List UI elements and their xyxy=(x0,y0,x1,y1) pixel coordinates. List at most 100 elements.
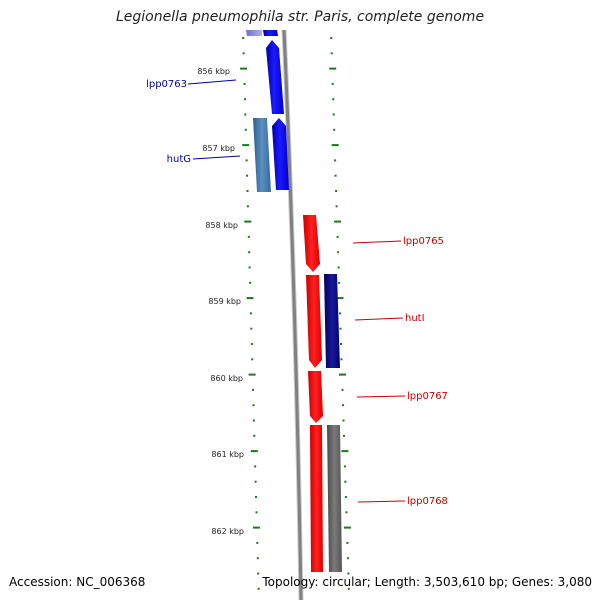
left-track-tick xyxy=(257,587,260,590)
gene-lpp0768-red xyxy=(310,425,323,572)
gene-label-lpp0768: lpp0768 xyxy=(407,496,448,507)
tick-label-859: 859 kbp xyxy=(208,297,241,306)
right-track-tick xyxy=(333,128,336,131)
left-track-tick xyxy=(246,205,249,208)
forward-strand-genes xyxy=(246,30,289,192)
right-track-tick xyxy=(334,174,337,177)
gene-top-partial-lavender xyxy=(246,30,262,36)
right-track-tick xyxy=(344,480,347,483)
right-track-tick xyxy=(337,266,340,269)
right-track-tick xyxy=(342,419,345,422)
right-track-tick xyxy=(339,312,341,315)
gene-lpp0765 xyxy=(303,215,320,272)
right-track-tick xyxy=(343,465,346,468)
gene-label-hutG: hutG xyxy=(167,154,191,165)
left-track-tick xyxy=(249,281,252,284)
left-track-tick xyxy=(250,327,253,330)
left-track-tick xyxy=(242,144,250,147)
right-track-tick xyxy=(329,67,337,70)
right-track-tick xyxy=(346,557,349,560)
right-track-tick xyxy=(332,113,335,116)
right-track-tick xyxy=(331,82,334,85)
genome-backbone-core xyxy=(282,29,303,600)
left-track-tick xyxy=(251,358,254,361)
left-track-tick xyxy=(254,480,257,483)
left-track-tick xyxy=(247,235,250,238)
left-track-tick xyxy=(248,251,251,254)
left-track-tick xyxy=(250,343,253,345)
right-track-tick xyxy=(334,220,342,223)
right-track-tick xyxy=(340,358,343,361)
leader-lpp0765 xyxy=(352,240,402,244)
left-track-tick xyxy=(257,572,260,575)
gene-lpp0767 xyxy=(308,371,323,423)
right-track-tick xyxy=(347,587,350,590)
gene-label-lpp0763: lpp0763 xyxy=(146,79,187,90)
right-track-tick xyxy=(334,159,337,162)
gene-hutG xyxy=(253,118,271,192)
right-track-tick xyxy=(345,511,348,514)
gene-top-partial-blue xyxy=(263,30,278,36)
gene-lpp0763 xyxy=(266,40,284,114)
right-track-tick xyxy=(338,281,341,284)
topology-text: Topology: circular; Length: 3,503,610 bp… xyxy=(262,575,592,589)
right-track-tick xyxy=(335,205,338,208)
left-track-tick xyxy=(256,557,259,560)
right-track-tick xyxy=(336,297,344,300)
tick-label-856: 856 kbp xyxy=(197,67,230,76)
left-track-tick xyxy=(243,98,246,101)
left-track-tick xyxy=(252,526,260,529)
left-track-tick xyxy=(248,266,251,269)
left-track-tick xyxy=(250,450,258,453)
gene-label-lpp0767: lpp0767 xyxy=(407,391,448,402)
right-track-tick xyxy=(342,404,344,407)
left-track-tick xyxy=(245,159,248,162)
gene-lpp0764-arrow xyxy=(272,118,289,190)
left-track-tick xyxy=(256,541,259,544)
right-track-tick xyxy=(346,541,349,544)
right-track-tick xyxy=(341,450,349,453)
gene-label-hutI: hutI xyxy=(405,313,425,324)
right-track-tick xyxy=(343,434,345,437)
right-track-tick xyxy=(336,235,339,238)
left-track-tick xyxy=(244,128,247,131)
gene-labels: lpp0763 hutG lpp0765 hutI lpp0767 lpp076… xyxy=(146,79,448,507)
left-track-tick xyxy=(242,37,245,39)
right-track-tick xyxy=(341,388,344,391)
accession-text: Accession: NC_006368 xyxy=(9,575,146,589)
left-track-tick xyxy=(242,52,245,55)
left-track-tick xyxy=(246,174,249,177)
left-track-tick xyxy=(255,511,258,514)
tick-label-857: 857 kbp xyxy=(202,144,235,153)
left-track-tick xyxy=(252,419,255,422)
reverse-strand-genes xyxy=(303,215,342,572)
right-track-tick xyxy=(344,496,347,498)
leader-lpp0763 xyxy=(187,79,237,85)
left-track-tick xyxy=(249,312,252,315)
right-track-tick xyxy=(339,373,346,376)
tick-label-858: 858 kbp xyxy=(205,221,238,230)
left-track-tick xyxy=(244,220,252,223)
genome-title: Legionella pneumophila str. Paris, compl… xyxy=(115,9,485,25)
left-track-tick xyxy=(246,297,254,300)
left-track-tick xyxy=(252,404,255,407)
right-track-tick xyxy=(347,572,350,575)
tick-label-860: 860 kbp xyxy=(210,374,243,383)
left-track-tick xyxy=(255,496,257,498)
left-track-tick xyxy=(244,113,247,116)
left-track-tick xyxy=(254,465,257,468)
leader-lpp0767 xyxy=(356,395,406,398)
left-track-tick xyxy=(240,67,248,70)
tick-label-862: 862 kbp xyxy=(211,527,244,536)
left-track-tick xyxy=(248,373,256,376)
gene-label-lpp0765: lpp0765 xyxy=(403,236,444,247)
leader-hutG xyxy=(192,155,241,160)
left-track-tick xyxy=(253,434,256,437)
leader-lpp0768 xyxy=(357,500,406,503)
left-track-tick xyxy=(252,388,254,391)
left-track-tick xyxy=(243,82,246,85)
right-track-tick xyxy=(340,343,342,345)
right-track-tick xyxy=(332,98,335,101)
tick-label-861: 861 kbp xyxy=(211,450,244,459)
